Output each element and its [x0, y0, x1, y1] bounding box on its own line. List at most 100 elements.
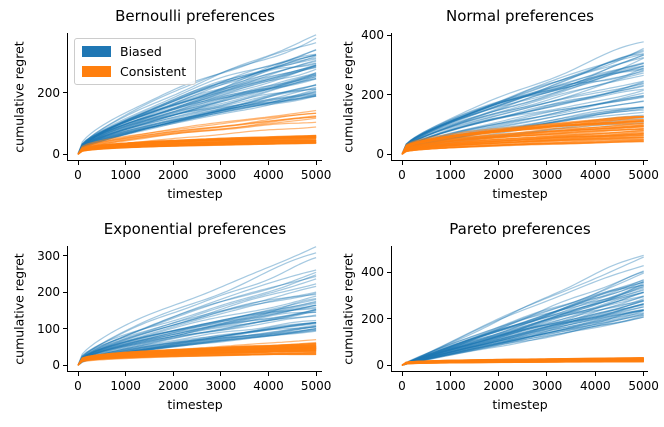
regret-line-biased — [401, 53, 644, 155]
regret-line-biased — [401, 67, 644, 155]
plot-canvas-pareto-preferences — [401, 254, 644, 366]
regret-line-biased — [401, 287, 644, 366]
x-tick-mark — [449, 372, 451, 376]
y-tick-label: 200 — [361, 87, 384, 102]
regret-line-consistent — [401, 133, 644, 155]
x-tick-mark — [401, 161, 403, 165]
regret-line-biased — [77, 77, 317, 155]
y-tick-label: 0 — [52, 358, 60, 373]
regret-line-biased — [401, 285, 644, 366]
regret-line-biased — [77, 295, 317, 366]
regret-line-biased — [401, 281, 644, 366]
x-tick-label: 2000 — [483, 379, 514, 393]
regret-line-biased — [77, 54, 317, 155]
y-tick-label: 0 — [52, 147, 60, 162]
regret-line-consistent — [77, 140, 317, 155]
x-tick-mark — [498, 372, 500, 376]
y-tick-label: 400 — [361, 28, 384, 43]
regret-line-biased — [401, 303, 644, 366]
regret-line-biased — [401, 289, 644, 366]
regret-line-biased — [401, 256, 644, 366]
x-tick-label: 0 — [74, 379, 82, 393]
x-tick-label: 3000 — [205, 379, 237, 393]
regret-line-biased — [77, 59, 317, 155]
regret-line-biased — [401, 280, 644, 366]
regret-line-biased — [401, 50, 644, 155]
regret-line-biased — [401, 82, 644, 155]
x-tick-mark — [267, 372, 269, 376]
regret-line-biased — [77, 306, 317, 366]
regret-line-biased — [77, 72, 317, 155]
axes-normal-preferences — [391, 33, 648, 161]
regret-line-consistent — [401, 134, 644, 155]
regret-line-biased — [77, 83, 317, 155]
y-tick-mark — [387, 153, 391, 155]
regret-line-biased — [401, 314, 644, 366]
x-tick-label: 1000 — [110, 168, 141, 182]
x-tick-mark — [449, 161, 451, 165]
regret-line-consistent — [77, 126, 317, 155]
regret-line-biased — [77, 319, 317, 366]
regret-line-biased — [77, 64, 317, 155]
regret-line-consistent — [401, 115, 644, 155]
plot-title-pareto-preferences: Pareto preferences — [449, 220, 591, 238]
regret-line-consistent — [401, 120, 644, 155]
regret-line-biased — [401, 53, 644, 155]
regret-line-biased — [77, 304, 317, 366]
y-tick-label: 200 — [37, 85, 60, 100]
regret-line-biased — [401, 295, 644, 366]
x-tick-mark — [220, 161, 222, 165]
x-tick-label: 4000 — [253, 379, 284, 393]
x-tick-label: 5000 — [628, 379, 659, 393]
x-tick-mark — [594, 372, 596, 376]
regret-line-biased — [401, 303, 644, 366]
legend-label-consistent: Consistent — [120, 64, 187, 79]
x-tick-mark — [546, 372, 548, 376]
regret-line-biased — [401, 300, 644, 366]
regret-line-biased — [77, 321, 317, 366]
regret-line-consistent — [401, 360, 644, 366]
y-tick-label: 400 — [361, 265, 384, 280]
regret-line-biased — [77, 311, 317, 366]
regret-line-biased — [401, 65, 644, 155]
regret-line-biased — [401, 312, 644, 366]
x-tick-label: 1000 — [110, 379, 141, 393]
regret-line-biased — [401, 57, 644, 155]
regret-line-biased — [77, 269, 317, 366]
regret-line-biased — [77, 68, 317, 155]
x-tick-label: 1000 — [435, 379, 466, 393]
x-tick-mark — [546, 161, 548, 165]
regret-line-biased — [77, 73, 317, 155]
regret-line-biased — [77, 57, 317, 155]
regret-line-biased — [401, 54, 644, 155]
regret-line-consistent — [401, 357, 644, 366]
plot-title-bernoulli-preferences: Bernoulli preferences — [115, 7, 275, 25]
x-tick-label: 1000 — [435, 168, 466, 182]
x-tick-mark — [498, 161, 500, 165]
regret-line-biased — [77, 309, 317, 366]
x-tick-label: 5000 — [628, 168, 659, 182]
regret-line-biased — [401, 300, 644, 366]
regret-line-biased — [77, 314, 317, 366]
regret-line-biased — [77, 321, 317, 366]
regret-line-biased — [77, 58, 317, 155]
regret-line-biased — [77, 307, 317, 366]
regret-line-biased — [77, 42, 317, 155]
regret-line-biased — [401, 309, 644, 366]
regret-line-biased — [77, 65, 317, 155]
x-tick-label: 4000 — [253, 168, 284, 182]
regret-line-biased — [401, 62, 644, 155]
legend-row-biased: Biased — [82, 44, 186, 59]
regret-line-biased — [401, 309, 644, 366]
x-tick-mark — [594, 161, 596, 165]
regret-line-biased — [401, 296, 644, 366]
regret-line-biased — [401, 303, 644, 366]
regret-line-biased — [77, 309, 317, 366]
x-tick-mark — [643, 161, 645, 165]
legend-row-consistent: Consistent — [82, 64, 186, 79]
regret-line-biased — [401, 298, 644, 366]
y-tick-label: 200 — [361, 311, 384, 326]
regret-line-biased — [77, 302, 317, 366]
regret-line-biased — [77, 95, 317, 155]
regret-line-consistent — [77, 353, 317, 366]
